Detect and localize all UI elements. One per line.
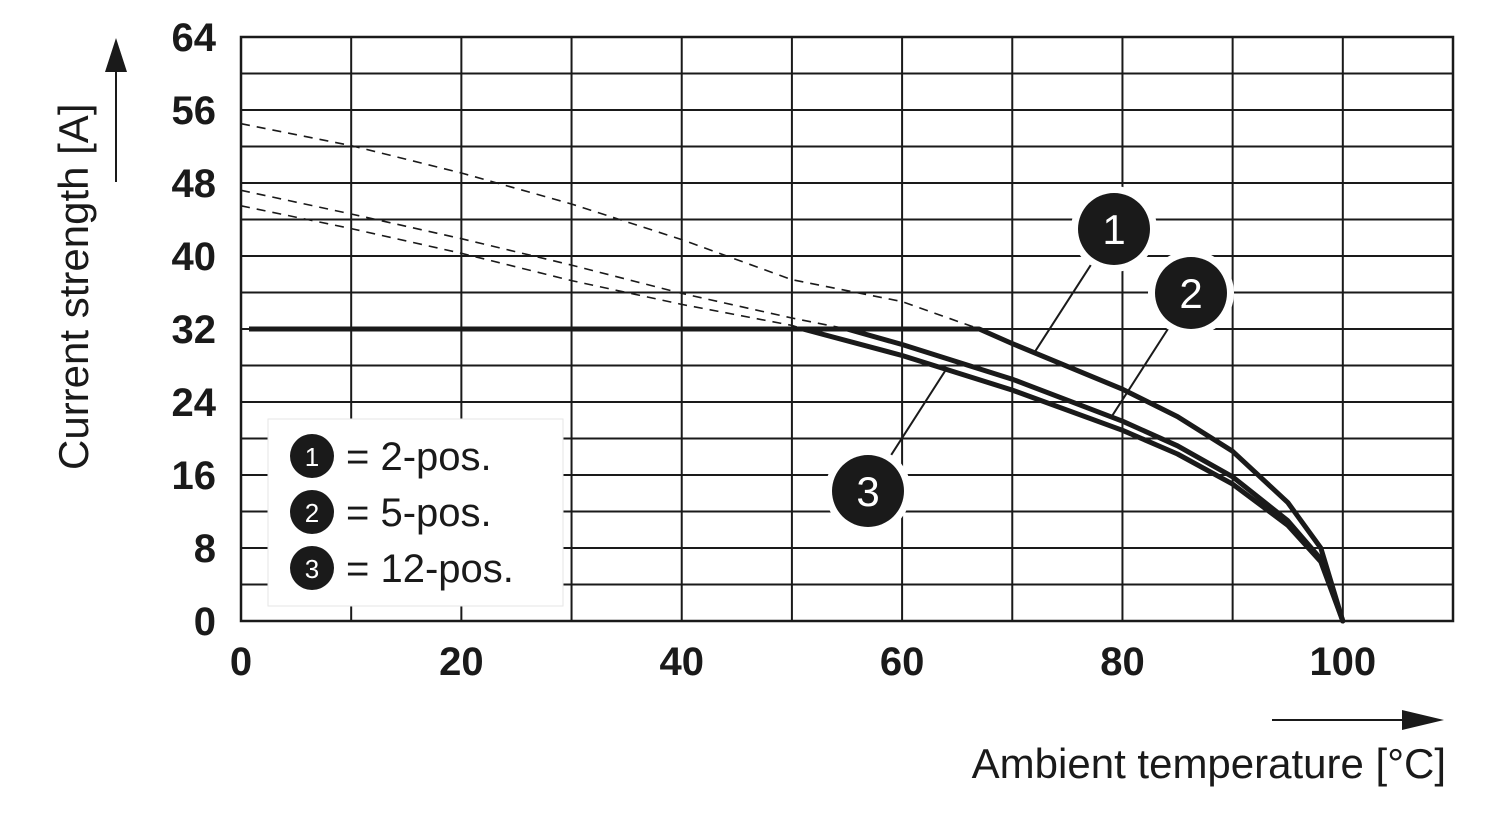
legend-1-label: = 2-pos. bbox=[346, 435, 492, 479]
series-3-line bbox=[800, 326, 1346, 624]
series-2-dashed-line bbox=[240, 189, 848, 330]
legend-3-number: 3 bbox=[305, 554, 319, 584]
callout-1-leader-line bbox=[1033, 260, 1095, 354]
legend-items: 1 = 2-pos. 2 = 5-pos. 3 = 12-pos. bbox=[290, 434, 514, 591]
y-tick-label: 8 bbox=[194, 527, 216, 571]
y-axis-ticks: 0 8 16 24 32 40 48 56 64 bbox=[172, 16, 217, 644]
y-tick-label: 64 bbox=[172, 16, 217, 60]
x-tick-label: 0 bbox=[230, 640, 252, 684]
y-tick-label: 32 bbox=[172, 308, 217, 352]
x-tick-label: 40 bbox=[659, 640, 704, 684]
y-tick-label: 56 bbox=[172, 89, 217, 133]
legend-3-badge bbox=[290, 546, 334, 590]
y-tick-label: 0 bbox=[194, 600, 216, 644]
x-axis-label: Ambient temperature [°C] bbox=[972, 740, 1446, 787]
y-axis-title: Current strength [A] bbox=[50, 38, 127, 470]
callout-2-number: 2 bbox=[1179, 270, 1202, 317]
callout-2-leader-line bbox=[1110, 324, 1172, 418]
legend-3-label: = 12-pos. bbox=[346, 547, 514, 591]
callout-layer: 1 2 3 bbox=[825, 186, 1234, 534]
legend-2-badge bbox=[290, 490, 334, 534]
x-tick-label: 100 bbox=[1309, 640, 1376, 684]
x-axis-arrow-head bbox=[1402, 710, 1444, 730]
callout-1-badge bbox=[1078, 193, 1150, 265]
legend-2-number: 2 bbox=[305, 498, 319, 528]
callout-2-badge bbox=[1155, 257, 1227, 329]
x-axis-ticks: 0 20 40 60 80 100 bbox=[230, 640, 1376, 684]
series-1-line bbox=[976, 326, 1346, 624]
series-3-dashed-line bbox=[240, 205, 804, 330]
plot-frame bbox=[239, 35, 1455, 623]
y-tick-label: 48 bbox=[172, 162, 217, 206]
callout-1-number: 1 bbox=[1102, 206, 1125, 253]
callout-3-number: 3 bbox=[856, 468, 879, 515]
legend-1-badge bbox=[290, 434, 334, 478]
x-tick-label: 20 bbox=[439, 640, 484, 684]
legend-1-number: 1 bbox=[305, 442, 319, 472]
series-layer bbox=[240, 122, 1346, 624]
x-tick-label: 80 bbox=[1100, 640, 1145, 684]
y-tick-label: 40 bbox=[172, 235, 217, 279]
callout-3-badge bbox=[832, 455, 904, 527]
series-1-dashed-line bbox=[240, 122, 980, 330]
y-tick-label: 16 bbox=[172, 454, 217, 498]
y-tick-label: 24 bbox=[172, 381, 217, 425]
grid bbox=[239, 35, 1455, 623]
x-axis-title: Ambient temperature [°C] bbox=[972, 710, 1446, 787]
legend-2-label: = 5-pos. bbox=[346, 491, 492, 535]
callout-3-leader-line bbox=[887, 368, 948, 460]
y-axis-arrow-head bbox=[105, 38, 127, 72]
y-axis-label: Current strength [A] bbox=[50, 104, 97, 471]
x-tick-label: 60 bbox=[880, 640, 925, 684]
legend-box: 1 = 2-pos. 2 = 5-pos. 3 = 12-pos. bbox=[267, 418, 564, 607]
